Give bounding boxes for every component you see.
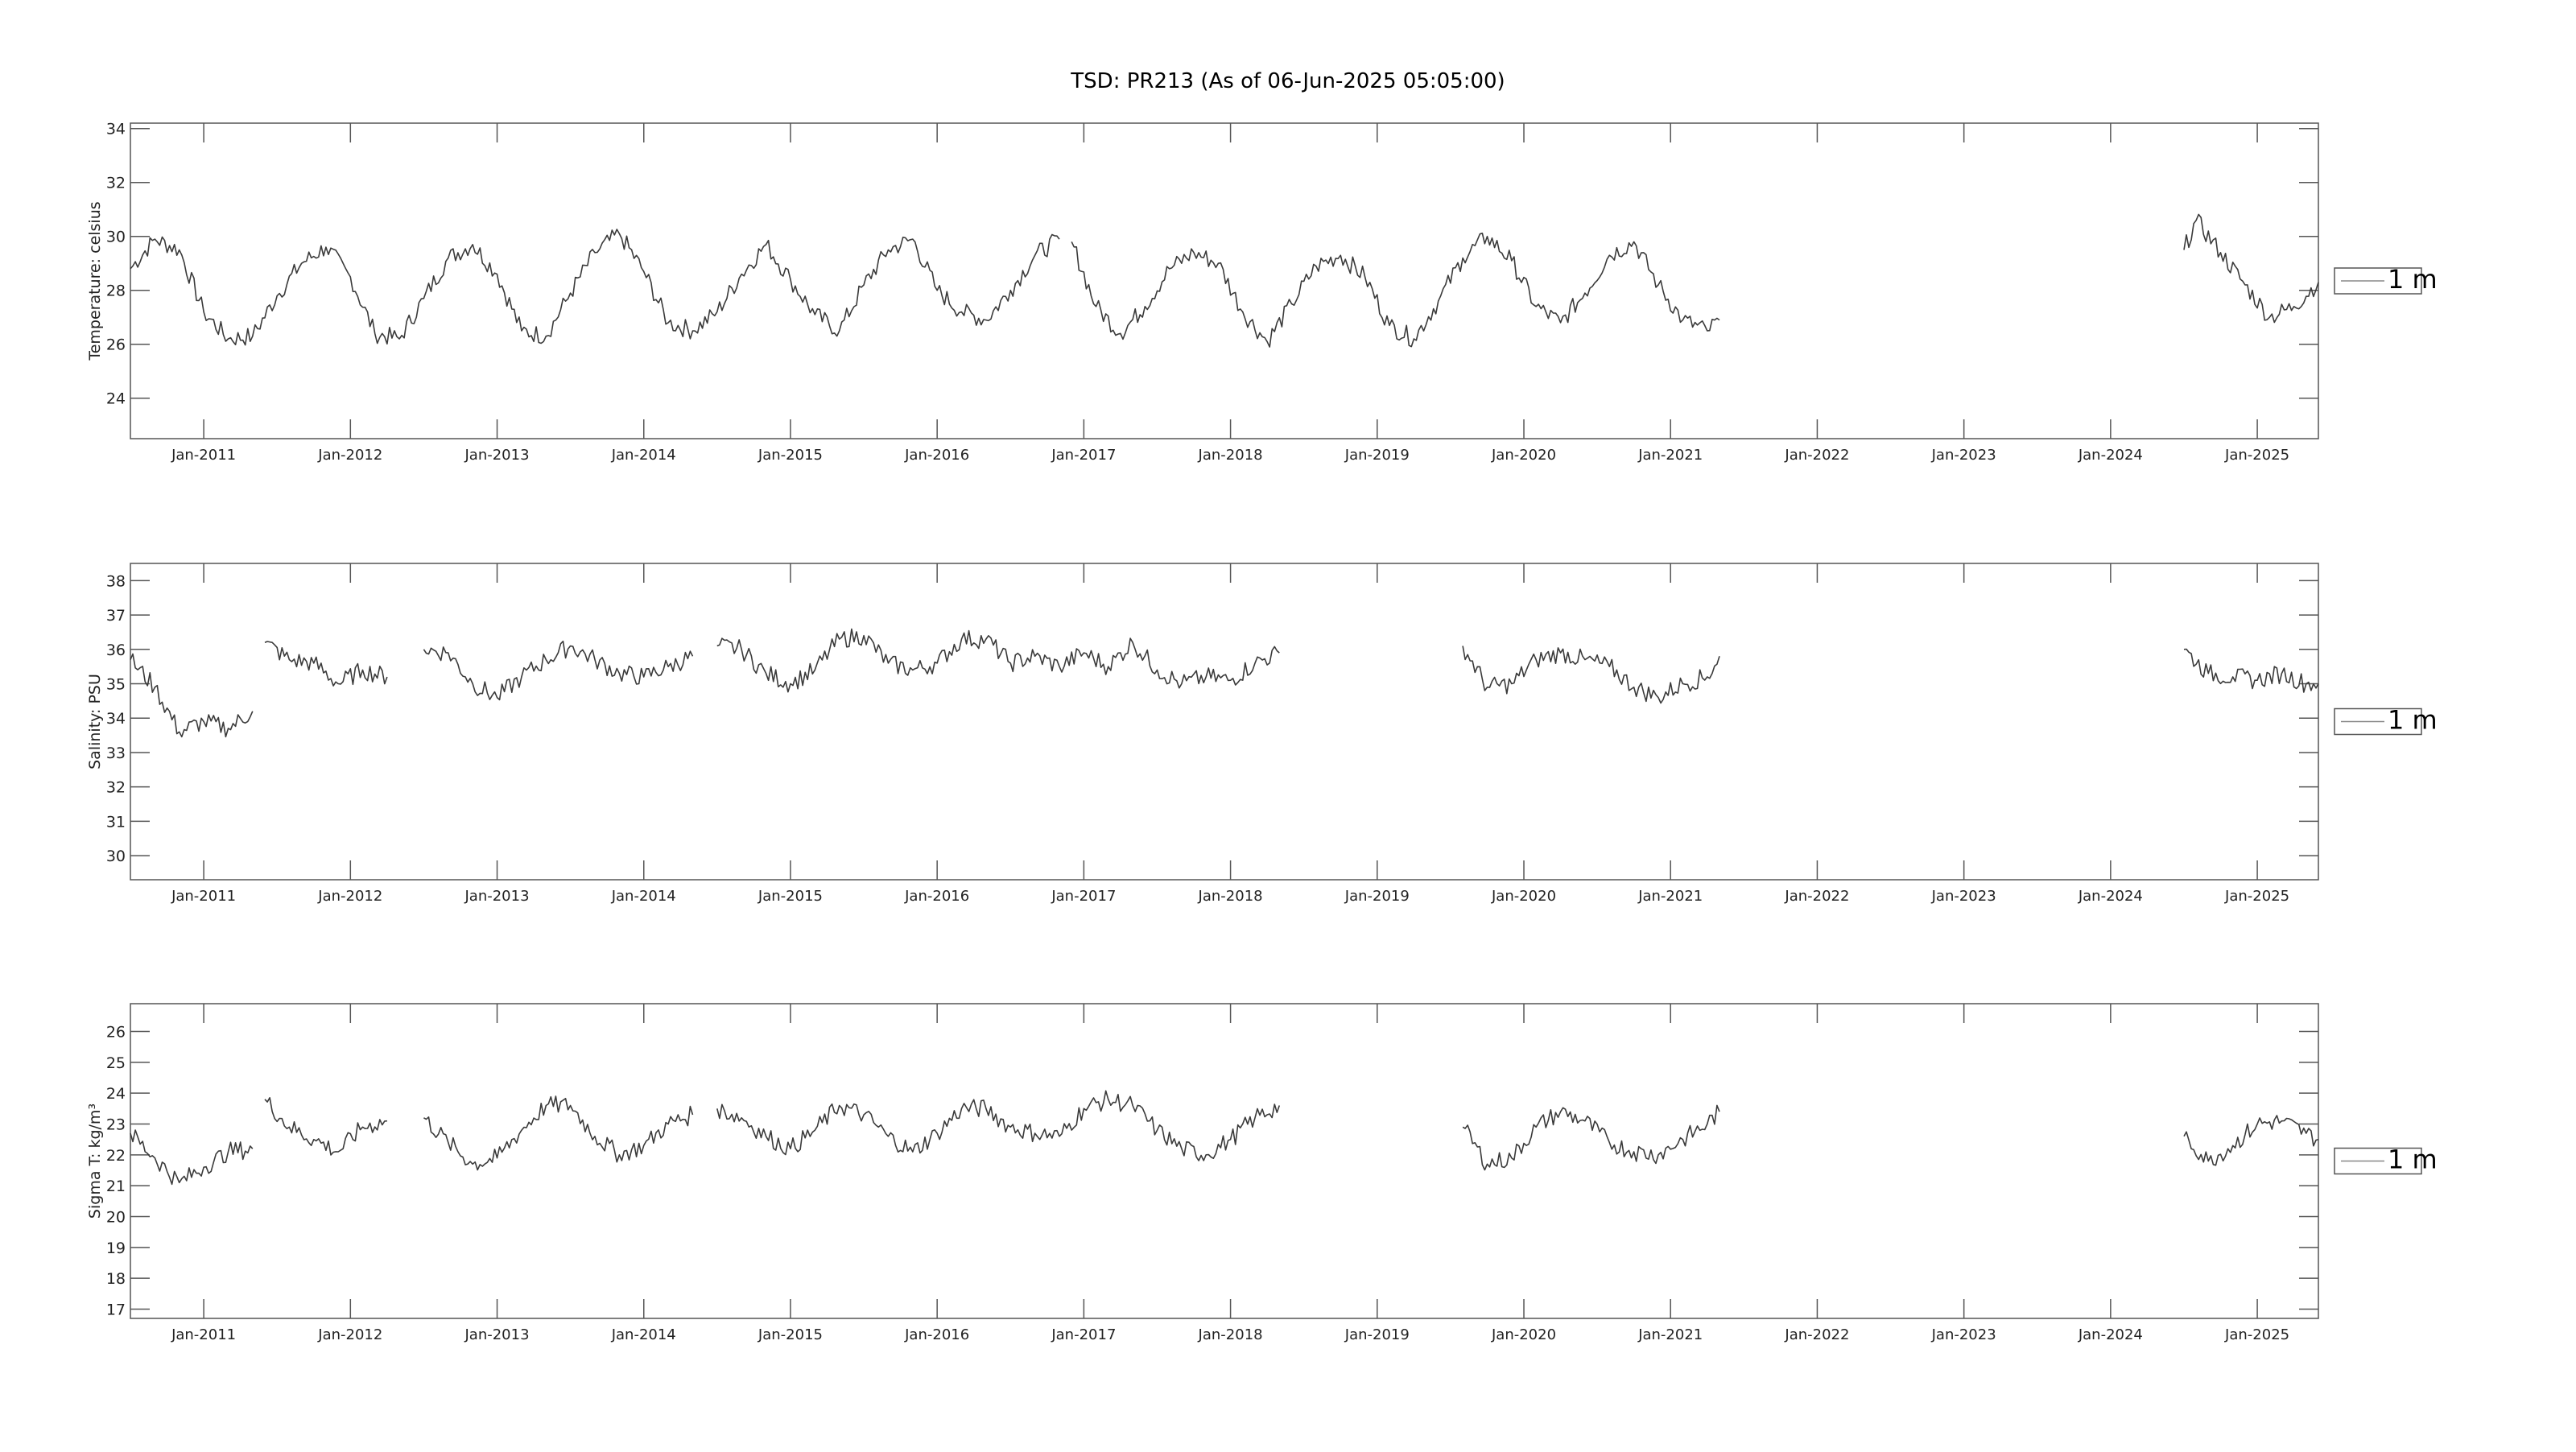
y-tick-label: 25 bbox=[106, 1054, 126, 1072]
y-tick-label: 18 bbox=[106, 1270, 126, 1288]
legend-label: 1 m bbox=[2388, 264, 2438, 295]
y-tick-label: 22 bbox=[106, 1147, 126, 1165]
y-tick-label: 33 bbox=[106, 745, 126, 762]
series-line-1m-segment-6 bbox=[2183, 1115, 2319, 1166]
x-tick-label: Jan-2025 bbox=[2224, 447, 2289, 464]
x-tick-label: Jan-2017 bbox=[1051, 1326, 1116, 1343]
y-axis-label: Sigma T: kg/m³ bbox=[86, 1103, 104, 1219]
y-tick-label: 32 bbox=[106, 779, 126, 797]
x-tick-label: Jan-2020 bbox=[1491, 888, 1556, 905]
y-tick-label: 32 bbox=[106, 175, 126, 192]
series-line-1m-segment-3 bbox=[2183, 213, 2319, 324]
x-tick-label: Jan-2013 bbox=[464, 888, 529, 905]
x-tick-label: Jan-2020 bbox=[1491, 447, 1556, 464]
x-tick-label: Jan-2022 bbox=[1784, 888, 1849, 905]
y-tick-label: 35 bbox=[106, 676, 126, 694]
axes-frame-1 bbox=[130, 122, 2319, 439]
x-tick-label: Jan-2023 bbox=[1931, 447, 1996, 464]
x-tick-label: Jan-2014 bbox=[611, 447, 676, 464]
x-tick-label: Jan-2020 bbox=[1491, 1326, 1556, 1343]
x-tick-label: Jan-2016 bbox=[904, 888, 969, 905]
x-tick-label: Jan-2013 bbox=[464, 447, 529, 464]
series-line-1m-segment-2 bbox=[1071, 233, 1720, 348]
x-tick-label: Jan-2021 bbox=[1637, 1326, 1703, 1343]
x-tick-label: Jan-2019 bbox=[1344, 888, 1410, 905]
legend-label: 1 m bbox=[2388, 705, 2438, 736]
y-tick-label: 21 bbox=[106, 1178, 126, 1195]
y-tick-label: 36 bbox=[106, 641, 126, 659]
x-tick-label: Jan-2019 bbox=[1344, 447, 1410, 464]
x-tick-label: Jan-2012 bbox=[317, 1326, 382, 1343]
y-tick-label: 26 bbox=[106, 336, 126, 354]
x-tick-label: Jan-2025 bbox=[2224, 1326, 2289, 1343]
series-line-1m-segment-4 bbox=[716, 1090, 1281, 1161]
y-tick-label: 34 bbox=[106, 710, 126, 728]
series-line-1m-segment-3 bbox=[423, 1095, 694, 1171]
x-tick-label: Jan-2016 bbox=[904, 447, 969, 464]
axes-frame-3 bbox=[130, 1003, 2319, 1319]
y-tick-label: 20 bbox=[106, 1209, 126, 1227]
series-line-1m-segment-1 bbox=[130, 653, 254, 738]
y-tick-label: 17 bbox=[106, 1301, 126, 1319]
series-line-1m-segment-1 bbox=[130, 1129, 254, 1186]
x-tick-label: Jan-2025 bbox=[2224, 888, 2289, 905]
y-axis-label: Temperature: celsius bbox=[86, 201, 104, 361]
x-tick-label: Jan-2022 bbox=[1784, 447, 1849, 464]
x-tick-label: Jan-2018 bbox=[1198, 447, 1263, 464]
x-tick-label: Jan-2019 bbox=[1344, 1326, 1410, 1343]
x-tick-label: Jan-2012 bbox=[317, 447, 382, 464]
series-line-1m-segment-4 bbox=[716, 628, 1280, 693]
axes-frame-2 bbox=[130, 563, 2319, 881]
x-tick-label: Jan-2018 bbox=[1198, 1326, 1263, 1343]
series-line-1m-segment-5 bbox=[1462, 646, 1720, 704]
series-line-1m-segment-1 bbox=[130, 229, 1060, 346]
x-tick-label: Jan-2022 bbox=[1784, 1326, 1849, 1343]
series-line-1m-segment-2 bbox=[264, 1097, 387, 1156]
x-tick-label: Jan-2018 bbox=[1198, 888, 1263, 905]
y-tick-label: 30 bbox=[106, 848, 126, 865]
legend-label: 1 m bbox=[2388, 1145, 2438, 1175]
x-tick-label: Jan-2024 bbox=[2078, 447, 2143, 464]
x-tick-label: Jan-2021 bbox=[1637, 447, 1703, 464]
y-tick-label: 34 bbox=[106, 121, 126, 138]
series-line-1m-segment-2 bbox=[264, 641, 388, 687]
y-tick-label: 28 bbox=[106, 283, 126, 300]
series-line-1m-segment-5 bbox=[1462, 1104, 1720, 1171]
y-axis-label: Salinity: PSU bbox=[86, 674, 104, 769]
x-tick-label: Jan-2017 bbox=[1051, 447, 1116, 464]
y-tick-label: 30 bbox=[106, 229, 126, 246]
x-tick-label: Jan-2023 bbox=[1931, 888, 1996, 905]
figure-title: TSD: PR213 (As of 06-Jun-2025 05:05:00) bbox=[1071, 69, 1505, 93]
x-tick-label: Jan-2014 bbox=[611, 1326, 676, 1343]
x-tick-label: Jan-2014 bbox=[611, 888, 676, 905]
x-tick-label: Jan-2017 bbox=[1051, 888, 1116, 905]
x-tick-label: Jan-2015 bbox=[758, 447, 823, 464]
x-tick-label: Jan-2021 bbox=[1637, 888, 1703, 905]
x-tick-label: Jan-2015 bbox=[758, 1326, 823, 1343]
x-tick-label: Jan-2013 bbox=[464, 1326, 529, 1343]
x-tick-label: Jan-2015 bbox=[758, 888, 823, 905]
y-tick-label: 31 bbox=[106, 813, 126, 831]
x-tick-label: Jan-2012 bbox=[317, 888, 382, 905]
series-line-1m-segment-3 bbox=[423, 640, 694, 701]
y-tick-label: 38 bbox=[106, 572, 126, 590]
y-tick-label: 37 bbox=[106, 607, 126, 625]
x-tick-label: Jan-2024 bbox=[2078, 888, 2143, 905]
y-tick-label: 23 bbox=[106, 1116, 126, 1134]
x-tick-label: Jan-2023 bbox=[1931, 1326, 1996, 1343]
y-tick-label: 26 bbox=[106, 1024, 126, 1042]
x-tick-label: Jan-2011 bbox=[171, 888, 236, 905]
x-tick-label: Jan-2011 bbox=[171, 447, 236, 464]
x-tick-label: Jan-2016 bbox=[904, 1326, 969, 1343]
series-line-1m-segment-6 bbox=[2183, 648, 2319, 693]
x-tick-label: Jan-2024 bbox=[2078, 1326, 2143, 1343]
y-tick-label: 19 bbox=[106, 1240, 126, 1257]
x-tick-label: Jan-2011 bbox=[171, 1326, 236, 1343]
y-tick-label: 24 bbox=[106, 1085, 126, 1103]
y-tick-label: 24 bbox=[106, 390, 126, 408]
